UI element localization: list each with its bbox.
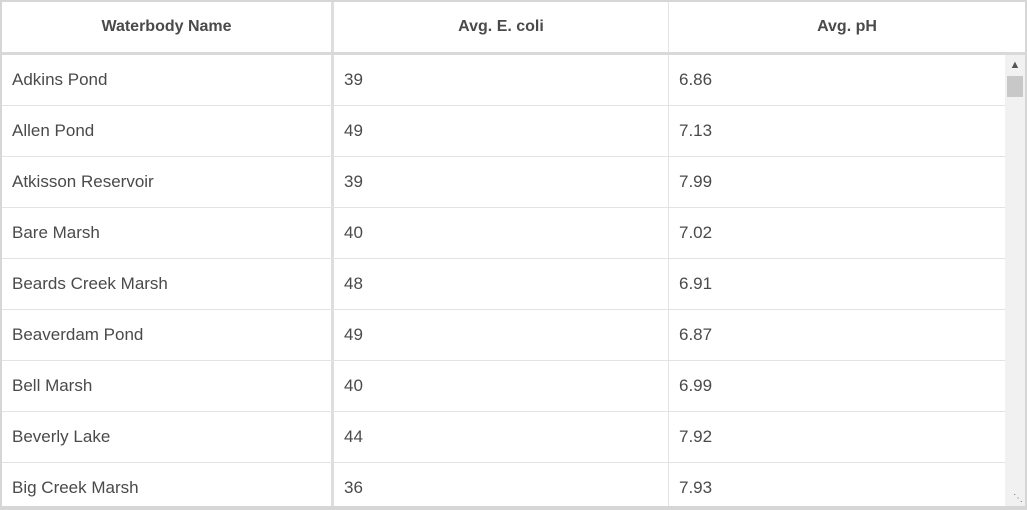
cell-avg-e-coli: 40 bbox=[334, 208, 669, 258]
table-row[interactable]: Bell Marsh 40 6.99 bbox=[2, 361, 1005, 412]
table-row[interactable]: Atkisson Reservoir 39 7.99 bbox=[2, 157, 1005, 208]
table-header: Waterbody Name Avg. E. coli Avg. pH bbox=[2, 2, 1025, 55]
cell-avg-e-coli: 36 bbox=[334, 463, 669, 506]
cell-avg-e-coli: 44 bbox=[334, 412, 669, 462]
cell-waterbody-name: Bell Marsh bbox=[2, 361, 334, 411]
vertical-scrollbar[interactable]: ▲ ⋱ bbox=[1005, 55, 1025, 506]
cell-avg-ph: 6.91 bbox=[679, 274, 713, 293]
cell-avg-ph: 7.13 bbox=[679, 121, 713, 140]
cell-avg-ph: 6.99 bbox=[679, 376, 713, 395]
cell-avg-ph: 6.87 bbox=[679, 325, 713, 344]
cell-waterbody-name: Bare Marsh bbox=[2, 208, 334, 258]
cell-waterbody-name: Big Creek Marsh bbox=[2, 463, 334, 506]
table-row[interactable]: Big Creek Marsh 36 7.93 bbox=[2, 463, 1005, 506]
scrollbar-thumb[interactable] bbox=[1007, 76, 1023, 97]
cell-avg-e-coli: 48 bbox=[334, 259, 669, 309]
cell-avg-e-coli: 39 bbox=[334, 157, 669, 207]
table-row[interactable]: Bare Marsh 40 7.02 bbox=[2, 208, 1005, 259]
cell-avg-e-coli: 39 bbox=[334, 55, 669, 105]
column-header-waterbody-name[interactable]: Waterbody Name bbox=[2, 2, 334, 52]
table-body: Adkins Pond 39 6.86 Allen Pond 49 7.13 Atkisso… bbox=[2, 55, 1005, 506]
cell-avg-ph: 7.93 bbox=[679, 478, 713, 497]
cell-waterbody-name: Beverly Lake bbox=[2, 412, 334, 462]
table-row[interactable]: Adkins Pond 39 6.86 bbox=[2, 55, 1005, 106]
table-row[interactable]: Beverly Lake 44 7.92 bbox=[2, 412, 1005, 463]
cell-avg-ph: 7.99 bbox=[679, 172, 713, 191]
cell-waterbody-name: Atkisson Reservoir bbox=[2, 157, 334, 207]
cell-avg-ph: 7.02 bbox=[679, 223, 713, 242]
column-header-avg-ph[interactable]: Avg. pH bbox=[817, 18, 877, 35]
cell-avg-ph: 6.86 bbox=[679, 70, 713, 89]
cell-avg-e-coli: 49 bbox=[334, 106, 669, 156]
cell-waterbody-name: Allen Pond bbox=[2, 106, 334, 156]
cell-avg-e-coli: 40 bbox=[334, 361, 669, 411]
chevron-up-icon[interactable]: ▲ bbox=[1009, 59, 1021, 71]
cell-waterbody-name: Beaverdam Pond bbox=[2, 310, 334, 360]
cell-waterbody-name: Adkins Pond bbox=[2, 55, 334, 105]
cell-waterbody-name: Beards Creek Marsh bbox=[2, 259, 334, 309]
table-row[interactable]: Beaverdam Pond 49 6.87 bbox=[2, 310, 1005, 361]
cell-avg-ph: 7.92 bbox=[679, 427, 713, 446]
cell-avg-e-coli: 49 bbox=[334, 310, 669, 360]
resize-grip-icon[interactable]: ⋱ bbox=[1013, 493, 1023, 504]
table-row[interactable]: Beards Creek Marsh 48 6.91 bbox=[2, 259, 1005, 310]
table-row[interactable]: Allen Pond 49 7.13 bbox=[2, 106, 1005, 157]
column-header-avg-e-coli[interactable]: Avg. E. coli bbox=[334, 2, 669, 52]
